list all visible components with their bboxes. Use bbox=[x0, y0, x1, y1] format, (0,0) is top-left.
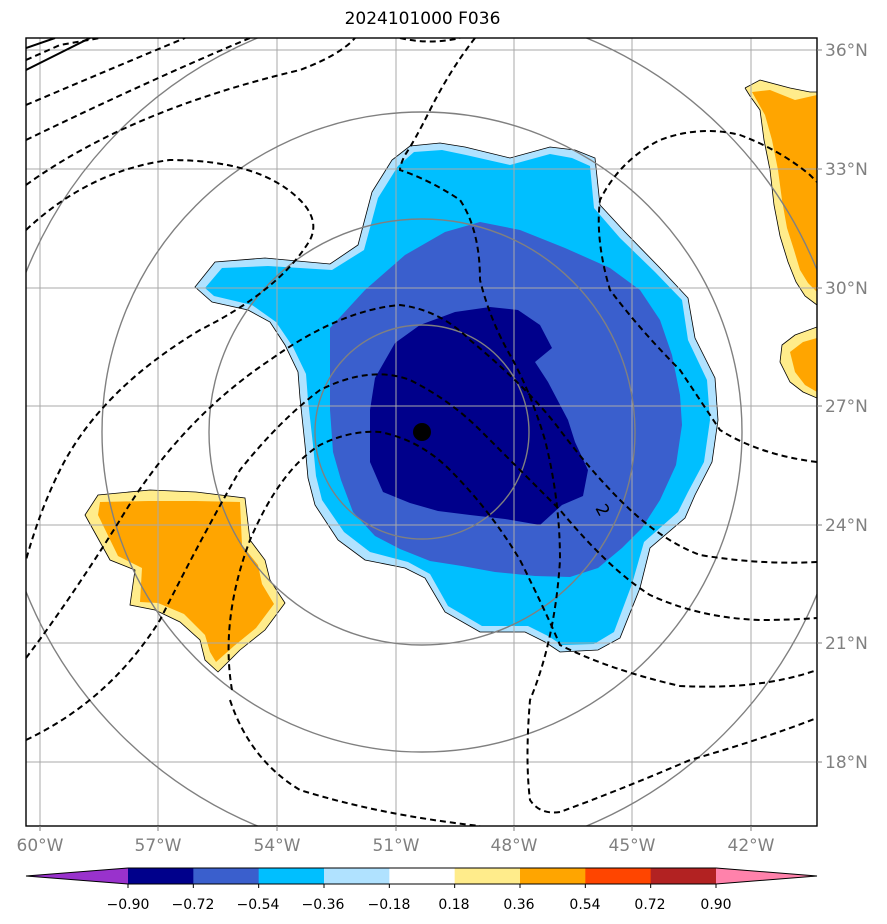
map-frame bbox=[25, 37, 818, 827]
positive-anomaly-region-southwest bbox=[85, 490, 285, 672]
dashed-contours bbox=[26, 38, 817, 826]
lat-label: 21°N bbox=[825, 634, 868, 654]
colorbar-extend-left bbox=[26, 868, 128, 884]
lon-label: 42°W bbox=[728, 836, 775, 856]
colorbar-tick-label: −0.72 bbox=[172, 897, 215, 913]
positive-anomaly-region-northeast bbox=[745, 80, 817, 398]
colorbar-tick-label: −0.54 bbox=[237, 897, 280, 913]
colorbar-segment bbox=[324, 868, 390, 884]
lon-label: 54°W bbox=[254, 836, 301, 856]
colorbar-labels: −0.90 −0.72 −0.54 −0.36 −0.18 0.18 0.36 … bbox=[107, 897, 732, 913]
colorbar-segment bbox=[258, 868, 325, 884]
colorbar-segment bbox=[650, 868, 717, 884]
lat-label: 18°N bbox=[825, 753, 868, 773]
colorbar-tick-label: 0.18 bbox=[438, 897, 469, 913]
lon-label: 51°W bbox=[373, 836, 420, 856]
lat-label: 36°N bbox=[825, 41, 868, 61]
colorbar-segment bbox=[454, 868, 521, 884]
lat-label: 27°N bbox=[825, 397, 868, 417]
colorbar-tick-label: 0.72 bbox=[634, 897, 665, 913]
colorbar-segment bbox=[585, 868, 652, 884]
latitude-labels: 36°N 33°N 30°N 27°N 24°N 21°N 18°N bbox=[825, 41, 868, 773]
lat-label: 30°N bbox=[825, 279, 868, 299]
anomaly-outlines bbox=[84, 79, 817, 673]
colorbar-tick-label: 0.36 bbox=[503, 897, 534, 913]
lon-label: 57°W bbox=[135, 836, 182, 856]
longitude-labels: 60°W 57°W 54°W 51°W 48°W 45°W 42°W bbox=[17, 836, 775, 856]
colorbar-segment bbox=[128, 868, 194, 884]
lon-label: 60°W bbox=[17, 836, 64, 856]
lon-label: 45°W bbox=[609, 836, 656, 856]
graticule bbox=[26, 38, 817, 826]
colorbar-tick-label: −0.18 bbox=[368, 897, 411, 913]
range-rings bbox=[26, 38, 817, 826]
negative-anomaly-region bbox=[195, 143, 718, 652]
lat-label: 24°N bbox=[825, 516, 868, 536]
colorbar-extend-right bbox=[716, 868, 817, 884]
colorbar-segment bbox=[389, 868, 456, 884]
colorbar-tick-label: −0.90 bbox=[107, 897, 150, 913]
colorbar-tick-label: 0.54 bbox=[569, 897, 600, 913]
colorbar-segment bbox=[193, 868, 260, 884]
storm-center-dot bbox=[413, 423, 431, 441]
colorbar bbox=[25, 867, 818, 888]
colorbar-tick-label: −0.36 bbox=[302, 897, 345, 913]
axis-ticks bbox=[39, 49, 822, 831]
colorbar-segment bbox=[520, 868, 586, 884]
map-title: 2024101000 F036 bbox=[344, 9, 501, 29]
lon-label: 48°W bbox=[491, 836, 538, 856]
lat-label: 33°N bbox=[825, 160, 868, 180]
colorbar-tick-label: 0.90 bbox=[700, 897, 731, 913]
solid-contours bbox=[26, 38, 91, 71]
